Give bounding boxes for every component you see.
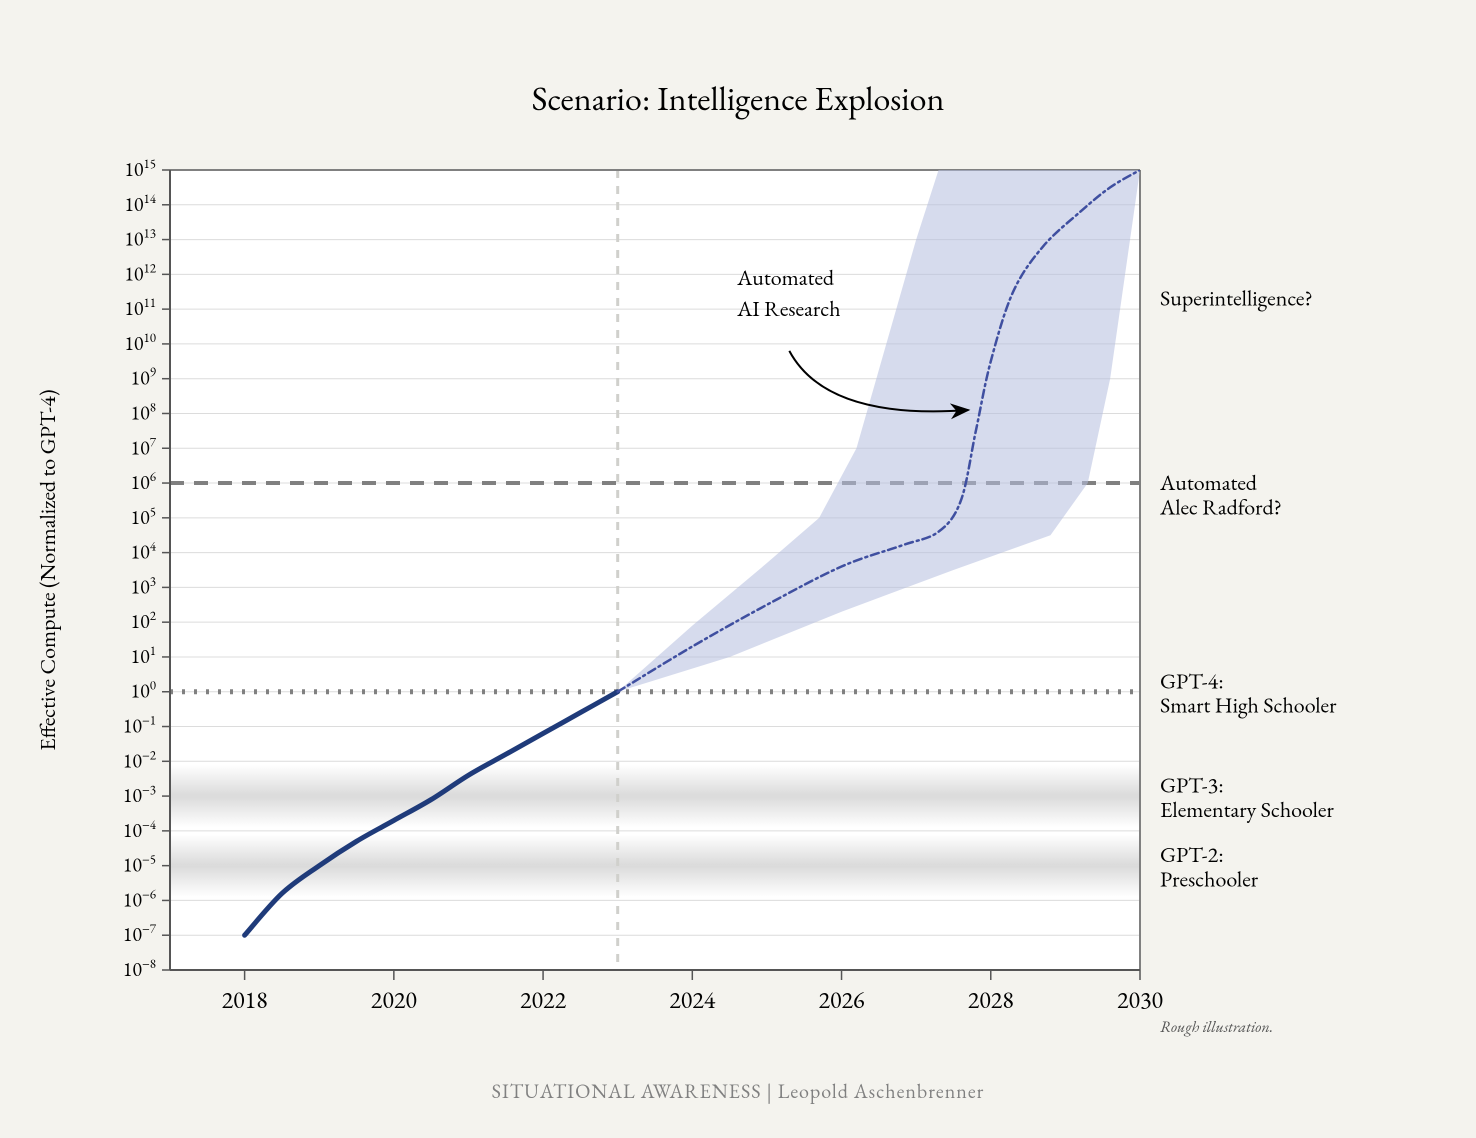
x-tick-label: 2028 <box>968 985 1014 1016</box>
footer-credit: SITUATIONAL AWARENESS | Leopold Aschenbr… <box>492 1078 985 1104</box>
annotation-label: Smart High Schooler <box>1160 691 1337 720</box>
y-axis-label: Effective Compute (Normalized to GPT-4) <box>33 389 62 750</box>
annotation-label: Preschooler <box>1160 865 1259 894</box>
x-tick-label: 2024 <box>669 985 716 1016</box>
x-tick-label: 2018 <box>222 985 268 1016</box>
x-tick-label: 2022 <box>520 985 567 1016</box>
chart-svg: 10−810−710−610−510−410−310−210−110010110… <box>0 0 1476 1138</box>
x-tick-label: 2020 <box>371 985 417 1016</box>
inline-annotation: AI Research <box>736 294 840 323</box>
annotation-label: Elementary Schooler <box>1160 795 1334 824</box>
annotation-label: Superintelligence? <box>1160 284 1313 313</box>
x-tick-label: 2030 <box>1117 985 1163 1016</box>
chart-container: 10−810−710−610−510−410−310−210−110010110… <box>0 0 1476 1138</box>
subcaption: Rough illustration. <box>1160 1016 1273 1037</box>
inline-annotation: Automated <box>736 263 835 292</box>
annotation-label: Alec Radford? <box>1159 492 1282 521</box>
x-tick-label: 2026 <box>818 985 864 1016</box>
chart-title: Scenario: Intelligence Explosion <box>532 77 945 121</box>
